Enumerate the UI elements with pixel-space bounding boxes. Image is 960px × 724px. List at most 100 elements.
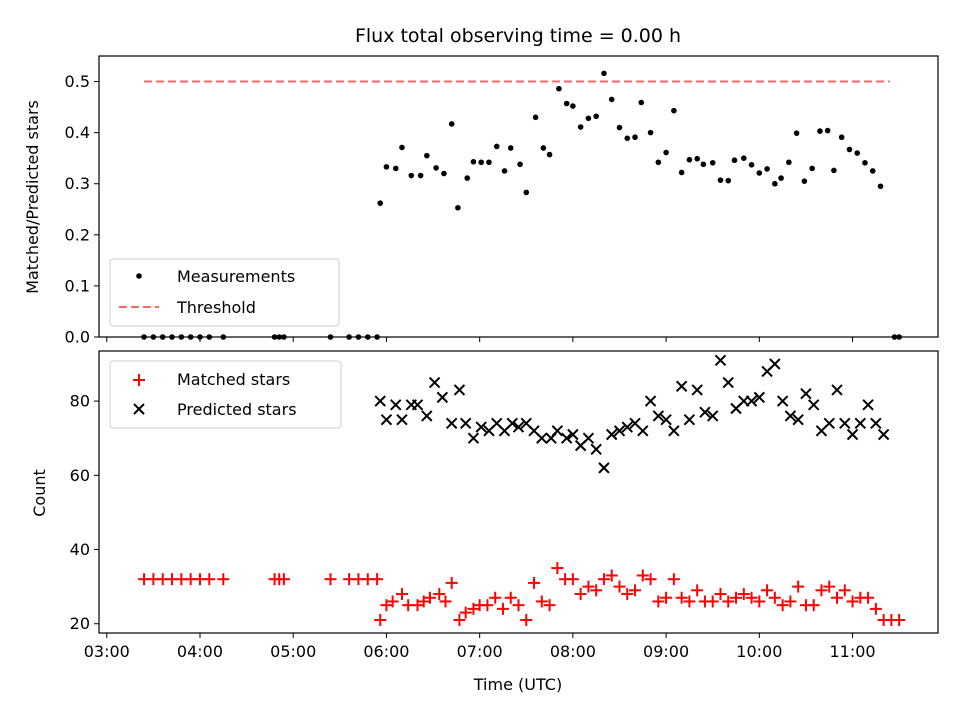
matched-stars-point	[386, 595, 399, 608]
matched-stars-point	[459, 606, 472, 619]
matched-stars-point	[590, 584, 603, 597]
x-tick-label: 04:00	[177, 642, 223, 661]
measurements-point	[546, 151, 553, 158]
measurements-point	[778, 175, 784, 181]
predicted-stars-point	[675, 380, 688, 392]
measurements-point	[601, 70, 607, 77]
top-y-axis-label: Matched/Predicted stars	[23, 100, 42, 294]
measurements-point	[593, 113, 599, 120]
measurements-point	[392, 165, 399, 172]
predicted-stars-point	[436, 391, 449, 404]
matched-stars-point	[512, 599, 525, 612]
measurements-point	[327, 334, 334, 340]
matched-stars-point	[652, 595, 665, 608]
x-tick-label: 03:00	[84, 642, 130, 661]
matched-stars-point	[277, 573, 290, 586]
x-tick-label: 09:00	[643, 642, 689, 661]
x-tick-label: 06:00	[363, 642, 409, 661]
predicted-stars-point	[668, 425, 680, 437]
measurements-point	[869, 168, 876, 174]
measurements-point	[655, 159, 662, 166]
measurements-point	[433, 165, 439, 171]
measurements-point	[772, 180, 778, 187]
matched-stars-point	[395, 588, 408, 601]
measurements-point	[632, 134, 638, 141]
matched-stars-point	[613, 580, 626, 593]
measurements-point	[817, 128, 823, 134]
measurements-point	[686, 156, 693, 163]
measurements-point	[464, 175, 471, 181]
predicted-stars-point	[722, 376, 734, 389]
matched-stars-point	[636, 569, 649, 582]
measurements-point	[187, 334, 194, 340]
predicted-stars-point	[854, 417, 867, 430]
matched-stars-point	[489, 591, 502, 604]
predicted-stars-point	[606, 428, 618, 441]
predicted-stars-point	[582, 432, 595, 444]
predicted-stars-point	[506, 417, 518, 430]
x-tick-label: 10:00	[736, 642, 782, 661]
measurements-point	[896, 334, 902, 340]
predicted-stars-point	[411, 399, 424, 411]
measurements-point	[740, 155, 747, 161]
measurements-point	[540, 145, 547, 151]
matched-stars-point	[815, 584, 828, 597]
measurements-point	[694, 155, 700, 162]
predicted-stars-point	[714, 354, 727, 366]
predicted-stars-point	[769, 358, 781, 370]
matched-stars-point	[535, 595, 548, 608]
measurements-point	[417, 172, 424, 179]
measurements-point	[507, 145, 514, 151]
predicted-stars-point	[800, 387, 812, 400]
measurements-point	[281, 334, 287, 340]
bottom-y-tick-label: 60	[70, 466, 90, 485]
top-y-axis: 0.0 0.1 0.2 0.3 0.4 0.5	[65, 72, 99, 347]
measurements-point	[355, 334, 362, 340]
predicted-stars-point	[380, 413, 393, 426]
predicted-stars-point	[683, 413, 696, 426]
top-y-tick-label: 0.3	[65, 174, 90, 193]
x-tick-label: 11:00	[829, 642, 875, 661]
predicted-stars-point	[453, 384, 466, 396]
bottom-y-tick-label: 20	[70, 614, 90, 633]
predicted-stars-point	[390, 399, 402, 411]
measurements-point	[141, 334, 147, 340]
measurements-point	[197, 334, 203, 340]
predicted-stars-point	[428, 376, 441, 389]
bottom-y-tick-label: 40	[70, 540, 90, 559]
matched-stars-point	[683, 595, 696, 608]
matched-stars-point	[714, 588, 727, 601]
matched-stars-point	[823, 580, 836, 593]
legend-predicted-label: Predicted stars	[177, 400, 297, 419]
predicted-stars-point	[567, 428, 579, 441]
matched-stars-point	[862, 591, 875, 604]
predicted-stars-point	[877, 428, 890, 441]
measurements-point	[717, 177, 724, 183]
measurements-point	[731, 157, 738, 164]
measurements-point	[169, 334, 175, 340]
predicted-stars-point	[467, 432, 480, 444]
measurements-point	[455, 204, 461, 211]
matched-stars-point	[660, 591, 673, 604]
predicted-stars-point	[753, 391, 766, 404]
measurements-point	[809, 165, 815, 172]
measurements-point	[276, 334, 283, 340]
top-y-tick-label: 0.0	[65, 328, 90, 347]
measurements-point	[748, 162, 755, 168]
x-tick-label: 08:00	[550, 642, 596, 661]
matched-stars-point	[453, 614, 466, 627]
matched-stars-point	[520, 614, 533, 627]
matched-stars-point	[324, 573, 337, 586]
top-y-tick-label: 0.5	[65, 72, 90, 91]
matched-stars-point	[761, 584, 774, 597]
predicted-stars-point	[374, 395, 386, 407]
predicted-stars-point	[512, 421, 525, 433]
x-tick-label: 07:00	[457, 642, 503, 661]
measurements-point	[700, 161, 707, 168]
matched-stars-point	[374, 614, 387, 627]
measurements-point	[764, 166, 770, 172]
measurements-point	[493, 143, 500, 150]
bottom-y-axis: 20 40 60 80	[70, 392, 99, 633]
measurements-point	[206, 334, 213, 340]
legend-threshold-label: Threshold	[176, 298, 256, 317]
